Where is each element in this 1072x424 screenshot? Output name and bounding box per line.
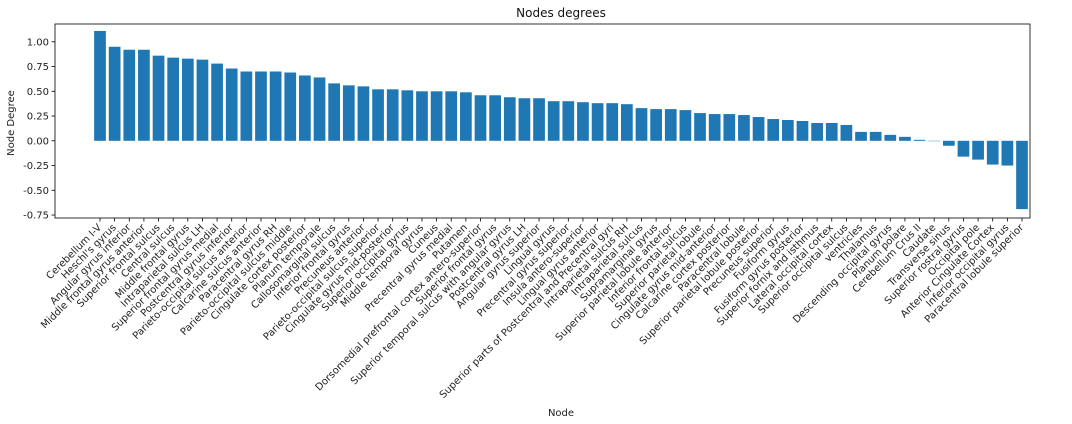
plot-frame (54, 23, 1031, 219)
bar (591, 103, 604, 141)
bar (328, 83, 341, 141)
bar (240, 71, 253, 141)
y-tick-label: 0.75 (27, 62, 49, 73)
y-tick-label: -0.50 (23, 186, 49, 197)
bar (577, 102, 589, 141)
bar (299, 75, 311, 141)
y-axis-label: Node Degree (6, 90, 17, 156)
bar (899, 136, 911, 141)
bar (972, 140, 984, 160)
y-tick-label: 1.00 (27, 37, 49, 48)
bar (679, 110, 692, 141)
bar (401, 90, 414, 141)
chart-title: Nodes degrees (516, 6, 606, 20)
bar (986, 140, 999, 165)
bar (942, 140, 955, 146)
bar (957, 140, 970, 157)
y-ticks-group: 1.00 0.75 0.50 0.25 0.00 -0.25 -0.50 -0.75 (23, 37, 55, 222)
bar (884, 134, 897, 141)
bar (547, 101, 560, 141)
bar (269, 71, 282, 141)
bar (606, 103, 619, 141)
y-tick-label: -0.75 (23, 211, 49, 222)
bar (416, 91, 428, 141)
bar (430, 91, 443, 141)
bar (460, 92, 472, 141)
bar (840, 124, 853, 141)
bar (869, 131, 882, 141)
bar (474, 95, 487, 141)
bar (664, 109, 677, 141)
bar (372, 89, 384, 141)
bar (342, 85, 355, 141)
bar (211, 63, 223, 141)
bar (562, 101, 575, 141)
y-tick-label: -0.25 (23, 161, 49, 172)
bar (825, 122, 838, 141)
bar (225, 68, 238, 141)
bar (767, 119, 780, 141)
bar (138, 49, 150, 141)
bar (855, 131, 867, 141)
bar (357, 86, 370, 141)
bar (621, 104, 633, 141)
bar (1001, 140, 1014, 166)
bar (650, 109, 662, 141)
y-tick-label: 0.50 (27, 87, 49, 98)
bar (445, 91, 458, 141)
y-tick-label: 0.00 (27, 136, 49, 147)
bar (796, 121, 809, 141)
bar (123, 49, 136, 141)
x-axis-label: Node (548, 408, 574, 419)
bar (1016, 140, 1028, 210)
bar (518, 98, 531, 141)
bar (723, 114, 736, 141)
bar (386, 89, 399, 141)
bars-group (94, 30, 1028, 210)
bar (167, 57, 180, 141)
bar (752, 117, 765, 141)
bar (313, 77, 326, 141)
bar (196, 59, 209, 141)
bar (181, 58, 194, 141)
bar (694, 113, 706, 141)
bar (781, 120, 794, 141)
bar (811, 122, 823, 141)
bar (708, 114, 721, 141)
bar (284, 72, 297, 141)
bar (108, 46, 121, 141)
bar (635, 108, 648, 141)
y-tick-label: 0.25 (27, 112, 49, 123)
bar (152, 55, 165, 141)
bar (913, 139, 926, 141)
bar (255, 71, 267, 141)
bar (489, 95, 501, 141)
bar (738, 115, 750, 141)
bar (503, 97, 516, 141)
bar (94, 30, 106, 141)
bar (533, 98, 545, 141)
